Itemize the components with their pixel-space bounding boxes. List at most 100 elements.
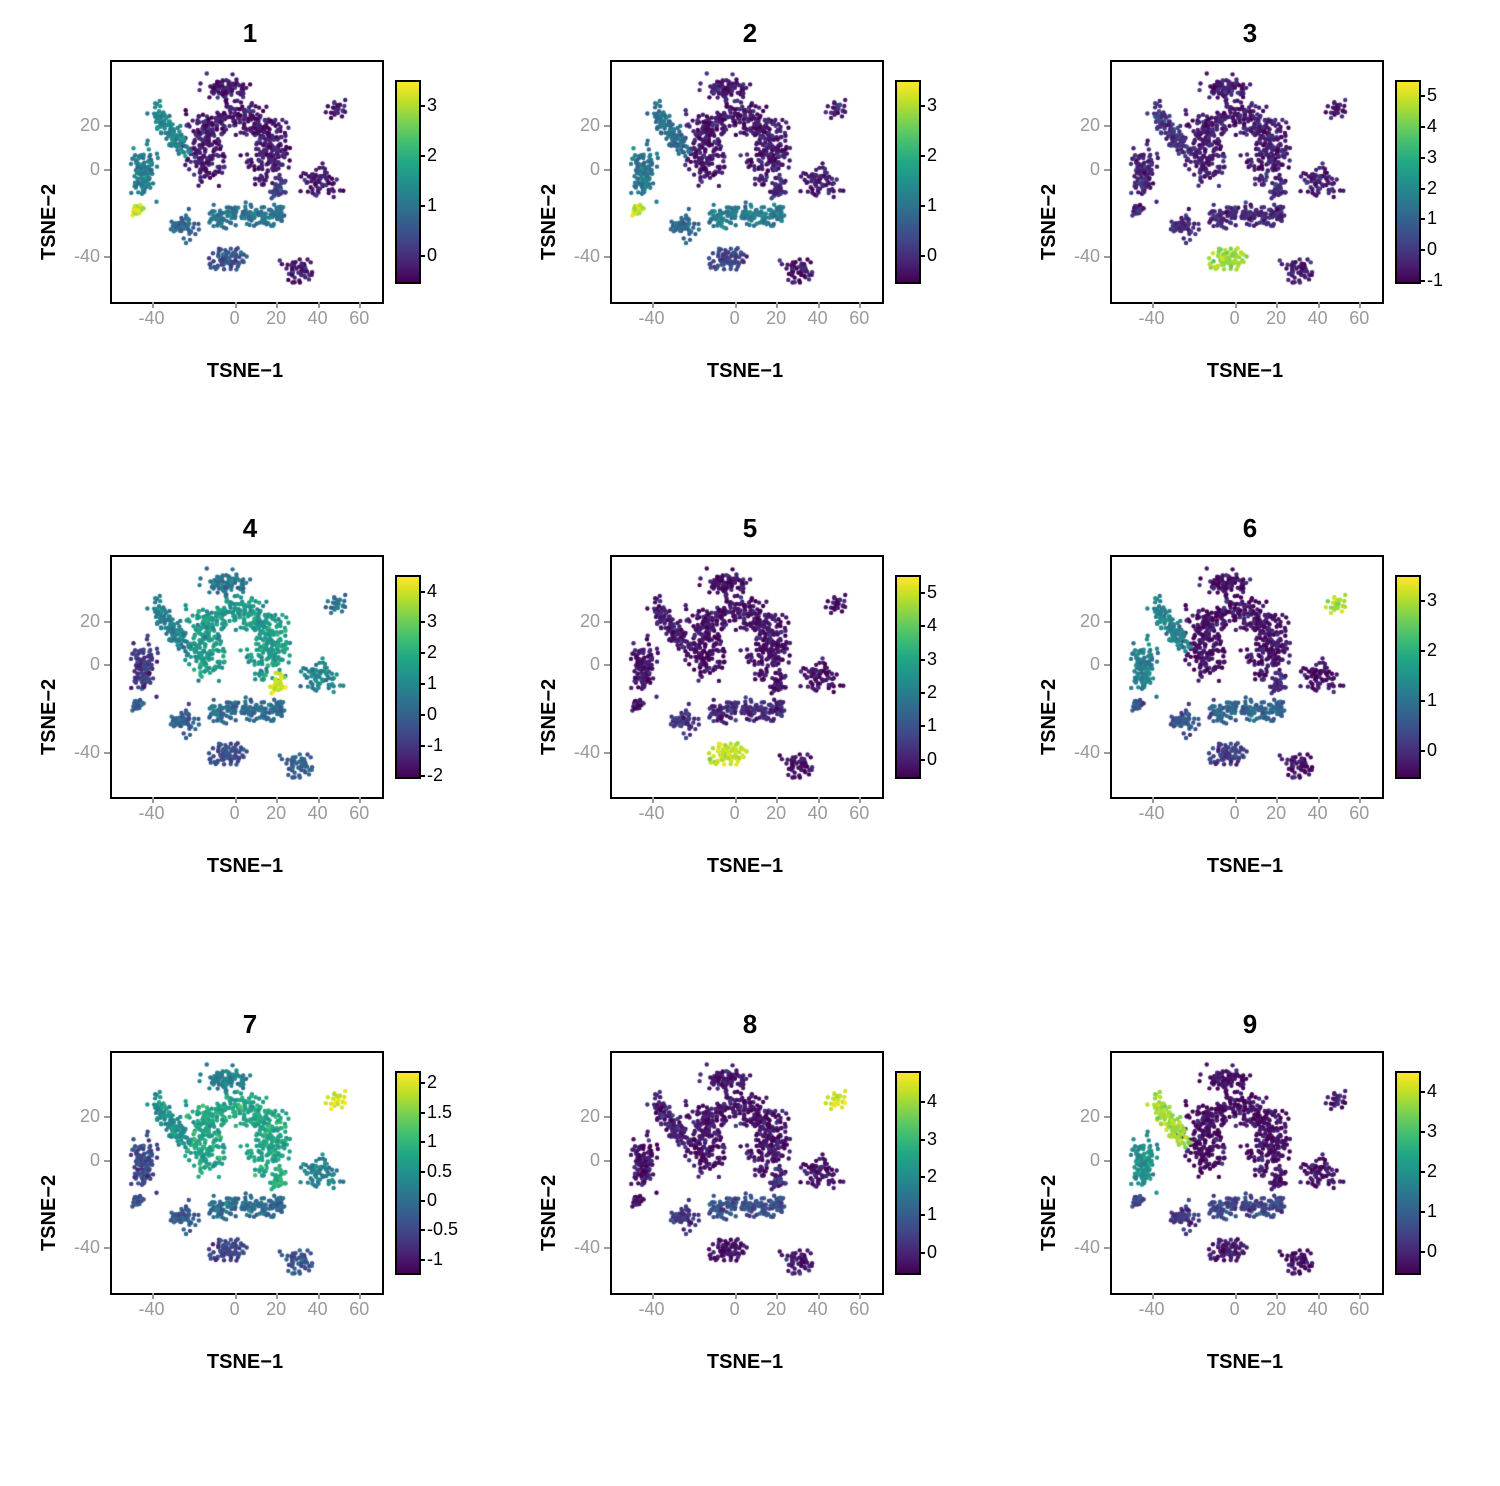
colorbar <box>1395 1071 1421 1275</box>
colorbar-tick-mark <box>419 1229 425 1231</box>
colorbar-tick-label: 0 <box>1427 740 1437 761</box>
y-tick-mark <box>104 1116 110 1118</box>
y-tick-mark <box>1104 169 1110 171</box>
x-tick-label: 40 <box>298 803 338 824</box>
x-tick-label: 60 <box>839 308 879 329</box>
colorbar-tick-mark <box>1419 249 1425 251</box>
x-tick-label: 20 <box>756 308 796 329</box>
panel-title: 5 <box>500 513 1000 544</box>
x-tick-label: 20 <box>756 803 796 824</box>
x-tick-mark <box>1152 797 1154 803</box>
plot-area <box>610 555 884 799</box>
scatter-points <box>112 1053 382 1293</box>
colorbar-tick-mark <box>419 683 425 685</box>
x-tick-label: 60 <box>339 803 379 824</box>
y-tick-label: 20 <box>560 115 600 136</box>
plot-area <box>110 555 384 799</box>
y-axis-label: TSNE−2 <box>1038 1175 1061 1251</box>
colorbar <box>395 80 421 284</box>
colorbar-tick-mark <box>919 692 925 694</box>
x-tick-label: -40 <box>632 308 672 329</box>
colorbar-tick-label: 4 <box>927 1091 937 1112</box>
x-tick-label: 40 <box>298 1299 338 1320</box>
x-tick-mark <box>735 1293 737 1299</box>
x-tick-label: 0 <box>715 308 755 329</box>
colorbar-tick-label: 5 <box>1427 85 1437 106</box>
x-tick-mark <box>818 302 820 308</box>
colorbar-tick-label: -0.5 <box>427 1219 458 1240</box>
y-tick-mark <box>604 169 610 171</box>
plot-area <box>110 60 384 304</box>
colorbar-tick-label: 1 <box>427 1131 437 1152</box>
tsne-panel-8: 8TSNE−2TSNE−1-40020-40020406001234 <box>500 991 1000 1486</box>
y-tick-mark <box>1104 1160 1110 1162</box>
y-tick-label: 0 <box>60 654 100 675</box>
panel-title: 9 <box>1000 1009 1500 1040</box>
x-tick-label: 60 <box>839 803 879 824</box>
x-tick-mark <box>735 797 737 803</box>
y-tick-mark <box>104 1160 110 1162</box>
y-tick-mark <box>604 125 610 127</box>
y-tick-mark <box>604 621 610 623</box>
colorbar <box>1395 80 1421 284</box>
x-tick-mark <box>1359 797 1361 803</box>
y-tick-mark <box>604 1160 610 1162</box>
colorbar-tick-mark <box>1419 600 1425 602</box>
tsne-panel-1: 1TSNE−2TSNE−1-40020-4002040600123 <box>0 0 500 495</box>
y-tick-mark <box>604 752 610 754</box>
colorbar-tick-label: 2 <box>1427 178 1437 199</box>
y-tick-mark <box>1104 256 1110 258</box>
x-tick-label: 40 <box>1298 308 1338 329</box>
x-tick-label: 60 <box>839 1299 879 1320</box>
x-tick-label: 0 <box>715 1299 755 1320</box>
y-tick-mark <box>604 1247 610 1249</box>
y-tick-label: 20 <box>60 1106 100 1127</box>
x-tick-mark <box>276 797 278 803</box>
colorbar-tick-label: 1 <box>427 195 437 216</box>
colorbar-tick-label: 0 <box>427 1190 437 1211</box>
scatter-points <box>1112 1053 1382 1293</box>
x-tick-label: -40 <box>132 1299 172 1320</box>
tsne-panel-6: 6TSNE−2TSNE−1-40020-4002040600123 <box>1000 495 1500 990</box>
x-tick-label: 40 <box>1298 1299 1338 1320</box>
colorbar-tick-mark <box>1419 1251 1425 1253</box>
colorbar <box>895 1071 921 1275</box>
colorbar-tick-mark <box>419 205 425 207</box>
x-tick-mark <box>318 302 320 308</box>
colorbar-tick-mark <box>419 155 425 157</box>
colorbar-tick-mark <box>919 1101 925 1103</box>
x-axis-label: TSNE−1 <box>1110 360 1380 383</box>
colorbar-tick-mark <box>1419 157 1425 159</box>
x-tick-label: -40 <box>1132 803 1172 824</box>
colorbar <box>395 1071 421 1275</box>
x-tick-label: 20 <box>1256 308 1296 329</box>
x-tick-label: 40 <box>798 1299 838 1320</box>
scatter-points <box>112 557 382 797</box>
x-axis-label: TSNE−1 <box>1110 855 1380 878</box>
x-tick-label: -40 <box>132 308 172 329</box>
x-tick-mark <box>152 302 154 308</box>
x-tick-label: 20 <box>1256 803 1296 824</box>
colorbar-tick-label: -1 <box>427 1249 443 1270</box>
colorbar-gradient <box>1397 577 1419 777</box>
colorbar-tick-mark <box>919 1252 925 1254</box>
x-tick-mark <box>859 797 861 803</box>
x-tick-label: -40 <box>1132 1299 1172 1320</box>
y-tick-label: 20 <box>1060 1106 1100 1127</box>
plot-area <box>1110 1051 1384 1295</box>
y-tick-mark <box>104 125 110 127</box>
colorbar-tick-mark <box>1419 218 1425 220</box>
x-tick-label: 20 <box>256 1299 296 1320</box>
colorbar-tick-label: 4 <box>927 615 937 636</box>
colorbar-tick-mark <box>919 659 925 661</box>
colorbar-tick-mark <box>919 625 925 627</box>
tsne-panel-9: 9TSNE−2TSNE−1-40020-40020406001234 <box>1000 991 1500 1486</box>
x-tick-label: 60 <box>1339 803 1379 824</box>
y-tick-label: 0 <box>60 159 100 180</box>
x-tick-mark <box>1276 302 1278 308</box>
x-tick-mark <box>652 302 654 308</box>
colorbar-tick-label: 2 <box>1427 1161 1437 1182</box>
x-tick-label: 60 <box>1339 308 1379 329</box>
x-tick-mark <box>359 1293 361 1299</box>
y-tick-mark <box>604 256 610 258</box>
